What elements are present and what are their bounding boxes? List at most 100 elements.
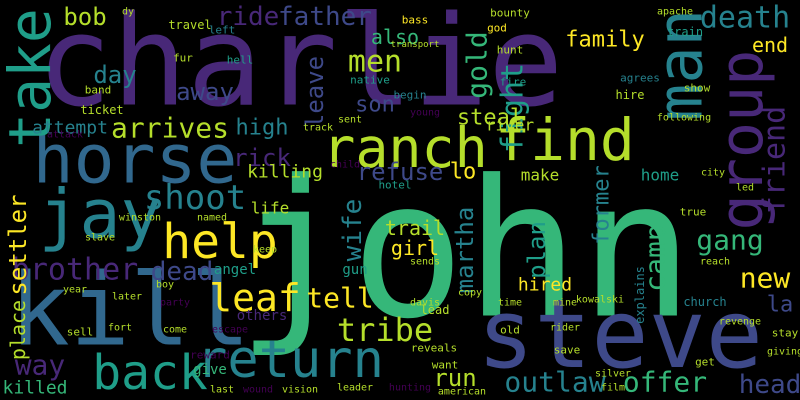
word: way [15,349,66,382]
word: attempt [32,118,108,139]
word: left [209,24,236,37]
word: hunt [497,44,524,57]
word: river [486,116,535,135]
word: leave [301,56,329,128]
word: wife [338,199,368,262]
word: child [330,160,360,171]
word: help [162,214,278,270]
word: make [521,166,560,185]
word: man [644,9,717,121]
word: death [700,1,790,36]
word: train [667,25,703,39]
word: son [355,93,395,118]
word: hired [518,275,572,296]
word: refuse [357,158,444,186]
word: lead [421,303,450,317]
word: gang [696,224,763,257]
word: sent [338,115,362,126]
word: angel [214,262,256,278]
word: martha [451,207,479,294]
word: travel [168,18,211,32]
word: dy [122,7,134,18]
word: sell [67,326,94,339]
word: later [112,292,142,303]
word: winston [119,213,161,224]
word: reach [700,257,730,268]
word: also [371,25,419,49]
word: away [176,78,234,106]
word: end [752,33,788,57]
word: rider [550,323,580,334]
word: place [6,300,30,360]
word: girl [391,236,439,260]
word: fort [108,323,132,334]
word: city [701,168,725,179]
word: hotel [378,179,411,192]
word: return [196,330,384,390]
word: gold [461,31,494,98]
word: take [0,8,64,148]
word: led [736,183,754,194]
word: vision [282,385,318,396]
word: rick [233,144,291,172]
word: ticket [80,103,123,117]
word: steal [457,106,523,131]
word: boy [156,280,174,291]
word: sends [410,257,440,268]
word: reveals [411,342,457,355]
word: old [500,324,520,337]
word: new [740,262,791,295]
word: outlaw [504,366,605,399]
word: home [641,166,680,185]
word: transport [391,40,440,50]
word: silver [595,369,631,380]
word: young [410,108,440,119]
word: apache [657,7,693,18]
word: hell [227,54,254,67]
word: keep [253,245,277,256]
word: settler [4,194,32,295]
word: following [657,113,711,124]
word: bounty [490,7,530,20]
word: offer [623,366,707,399]
word: copy [458,288,482,299]
word: come [163,325,187,336]
word: find [495,106,635,174]
word: la [767,293,794,318]
word: run [433,364,476,392]
word: friend [758,106,793,214]
word: fur [173,52,193,65]
word: head [739,370,800,400]
word: named [197,213,227,224]
word: davis [410,298,440,309]
word: life [251,199,290,218]
word: tell [306,282,373,315]
word: want [432,359,459,372]
word: former [590,165,615,244]
word: shoot [144,178,246,218]
word: charlie [37,0,564,135]
word: plan [523,221,551,279]
word: lo [450,160,477,185]
word: film [601,383,625,394]
word: others [237,308,288,324]
word: steve [477,280,763,390]
word: party [160,298,190,309]
word: revenge [719,317,761,328]
word: stay [772,327,799,340]
word: save [554,344,581,357]
word: wound [243,385,273,396]
word: brother [12,253,138,288]
word: killed [2,378,67,399]
word: dead [151,257,214,287]
word: hire [616,88,645,102]
word: back [92,345,208,400]
word: escape [212,325,248,336]
word: give [193,362,227,378]
word: track [303,123,333,134]
word: jay [39,176,162,255]
word: slave [85,233,115,244]
word: time [498,298,522,309]
